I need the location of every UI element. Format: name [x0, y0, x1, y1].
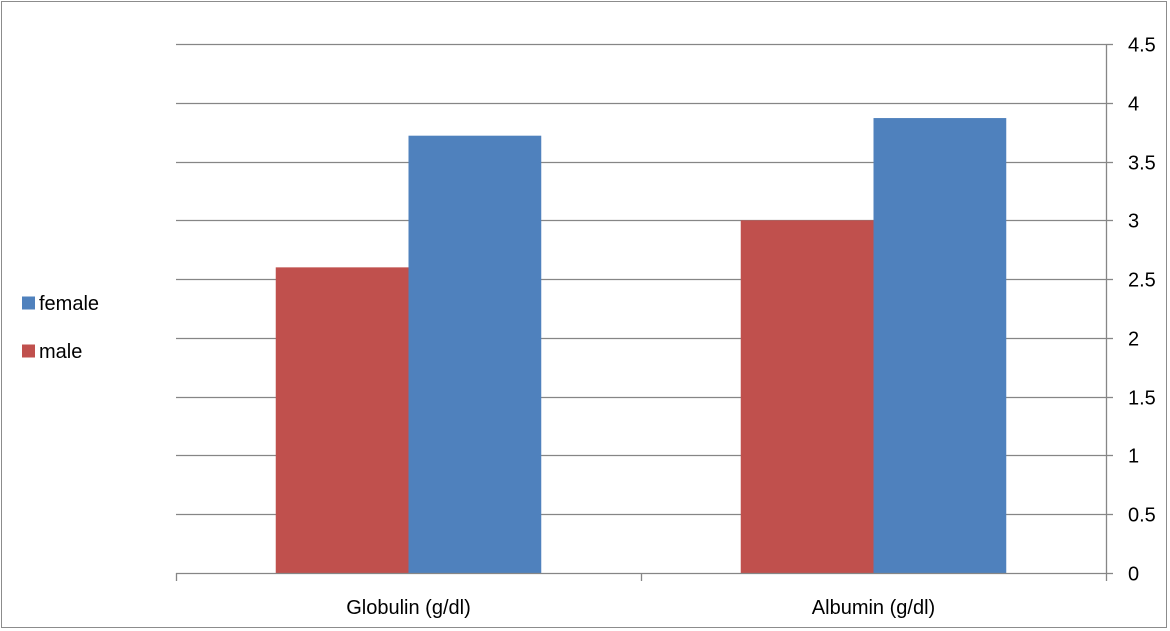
- y-tick-label: 2: [1128, 329, 1139, 351]
- legend-swatch-female: [22, 296, 35, 310]
- axes: 0 0.5 1 1.5 2 2.5 3 3.5 4 4.5 Globulin (g/dl) Album…: [175, 35, 1156, 619]
- y-tick-label: 1.5: [1128, 388, 1156, 410]
- bar-female: [873, 118, 1007, 573]
- y-tick-label: 4: [1128, 94, 1139, 116]
- y-tick-label: 0.5: [1128, 505, 1156, 527]
- y-tick-label: 3: [1128, 211, 1139, 233]
- legend-label-female: female: [39, 293, 99, 315]
- legend-swatch-male: [22, 344, 35, 358]
- x-category-label: Globulin (g/dl): [346, 597, 471, 619]
- legend-label-male: male: [39, 341, 82, 363]
- bar-female: [408, 135, 542, 573]
- y-tick-label: 4.5: [1128, 35, 1156, 57]
- bar-male: [275, 267, 409, 573]
- y-tick-label: 0: [1128, 564, 1139, 586]
- y-tick-label: 3.5: [1128, 153, 1156, 175]
- x-category-label: Albumin (g/dl): [812, 597, 935, 619]
- legend: female male: [22, 293, 99, 363]
- y-tick-label: 1: [1128, 446, 1139, 468]
- y-tick-label: 2.5: [1128, 270, 1156, 292]
- bars: [275, 118, 1007, 574]
- bar-male: [740, 220, 874, 574]
